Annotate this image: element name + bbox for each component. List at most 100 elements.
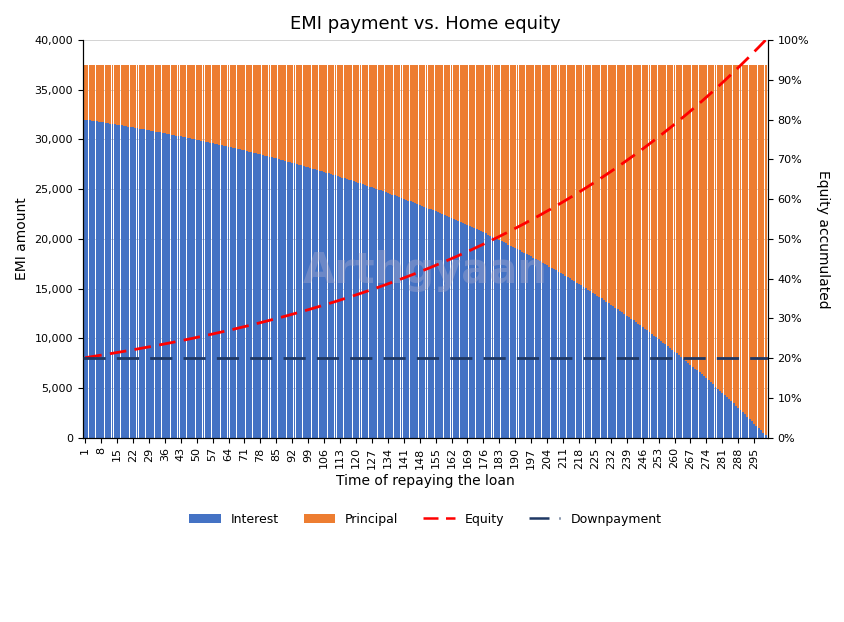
Bar — [557, 65, 559, 272]
Bar — [111, 65, 113, 124]
Bar — [486, 234, 489, 437]
Bar — [143, 129, 145, 437]
Bar — [511, 247, 513, 437]
Bar — [596, 295, 598, 437]
Bar — [327, 174, 329, 437]
Bar — [114, 124, 116, 437]
Bar — [309, 65, 311, 168]
Equity — [696, 98, 706, 105]
Bar — [86, 65, 89, 120]
Bar — [203, 141, 204, 437]
Equity — [760, 36, 770, 44]
Bar — [502, 65, 504, 243]
Bar — [491, 237, 493, 437]
Bar — [588, 291, 591, 437]
Bar — [518, 65, 520, 251]
Bar — [134, 65, 136, 128]
Bar — [325, 173, 327, 437]
Bar — [427, 65, 430, 208]
Bar — [389, 194, 391, 437]
Bar — [452, 219, 454, 437]
Bar — [239, 149, 241, 437]
Bar — [448, 217, 450, 437]
Bar — [761, 65, 763, 433]
Bar — [350, 65, 352, 180]
Bar — [463, 65, 466, 224]
Bar — [611, 65, 614, 306]
Bar — [332, 65, 333, 175]
Bar — [714, 65, 716, 386]
Bar — [337, 65, 338, 176]
Bar — [279, 160, 282, 437]
Bar — [327, 65, 329, 174]
Bar — [707, 65, 709, 381]
Bar — [116, 65, 118, 125]
Bar — [100, 122, 102, 437]
Bar — [466, 65, 468, 225]
Bar — [107, 65, 109, 123]
Bar — [393, 65, 395, 195]
Bar — [593, 294, 595, 437]
Bar — [489, 65, 490, 236]
Bar — [455, 220, 457, 437]
Bar — [148, 131, 149, 437]
Bar — [364, 185, 365, 437]
Bar — [423, 65, 425, 207]
Bar — [266, 65, 268, 156]
Bar — [463, 224, 466, 437]
Bar — [500, 65, 502, 241]
Bar — [359, 183, 361, 437]
Bar — [105, 65, 106, 123]
X-axis label: Time of repaying the loan: Time of repaying the loan — [336, 474, 514, 488]
Bar — [387, 65, 388, 193]
Bar — [705, 65, 706, 378]
Bar — [666, 346, 668, 437]
Bar — [759, 430, 761, 437]
Bar — [337, 176, 338, 437]
Bar — [318, 65, 320, 170]
Bar — [275, 159, 277, 437]
Bar — [441, 214, 443, 437]
Bar — [181, 65, 184, 137]
Bar — [375, 65, 377, 189]
Bar — [305, 65, 306, 167]
Bar — [673, 65, 674, 351]
Bar — [587, 65, 588, 290]
Bar — [698, 373, 700, 437]
Bar — [184, 65, 186, 137]
Bar — [457, 221, 459, 437]
Bar — [341, 177, 343, 437]
Bar — [329, 65, 332, 174]
Bar — [716, 65, 718, 389]
Bar — [270, 65, 273, 157]
Bar — [295, 164, 297, 437]
Bar — [137, 65, 138, 128]
Bar — [345, 179, 348, 437]
Bar — [544, 65, 545, 264]
Bar — [625, 65, 627, 315]
Bar — [219, 65, 220, 145]
Bar — [741, 412, 743, 437]
Bar — [764, 65, 766, 435]
Bar — [557, 272, 559, 437]
Bar — [204, 142, 207, 437]
Bar — [484, 65, 486, 233]
Bar — [745, 65, 748, 417]
Bar — [132, 128, 133, 437]
Bar — [189, 65, 191, 138]
Bar — [361, 65, 363, 184]
Bar — [419, 65, 420, 205]
Bar — [486, 65, 489, 234]
Bar — [409, 65, 411, 202]
Bar — [291, 65, 293, 163]
Bar — [625, 315, 627, 437]
Line: Equity: Equity — [85, 40, 765, 358]
Bar — [102, 65, 104, 123]
Bar — [548, 65, 549, 267]
Bar — [98, 122, 100, 437]
Bar — [371, 187, 372, 437]
Bar — [250, 65, 252, 152]
Bar — [286, 65, 289, 162]
Bar — [714, 386, 716, 437]
Bar — [381, 192, 384, 437]
